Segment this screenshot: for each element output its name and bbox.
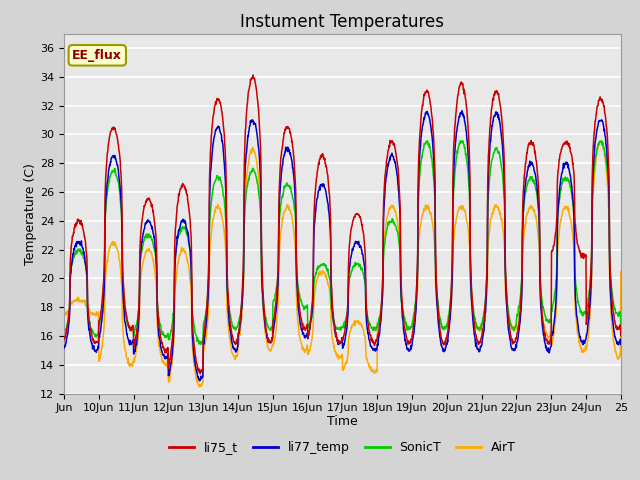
Y-axis label: Temperature (C): Temperature (C) <box>24 163 37 264</box>
Text: EE_flux: EE_flux <box>72 49 122 62</box>
Title: Instument Temperatures: Instument Temperatures <box>241 12 444 31</box>
X-axis label: Time: Time <box>327 415 358 428</box>
Legend: li75_t, li77_temp, SonicT, AirT: li75_t, li77_temp, SonicT, AirT <box>164 436 521 459</box>
